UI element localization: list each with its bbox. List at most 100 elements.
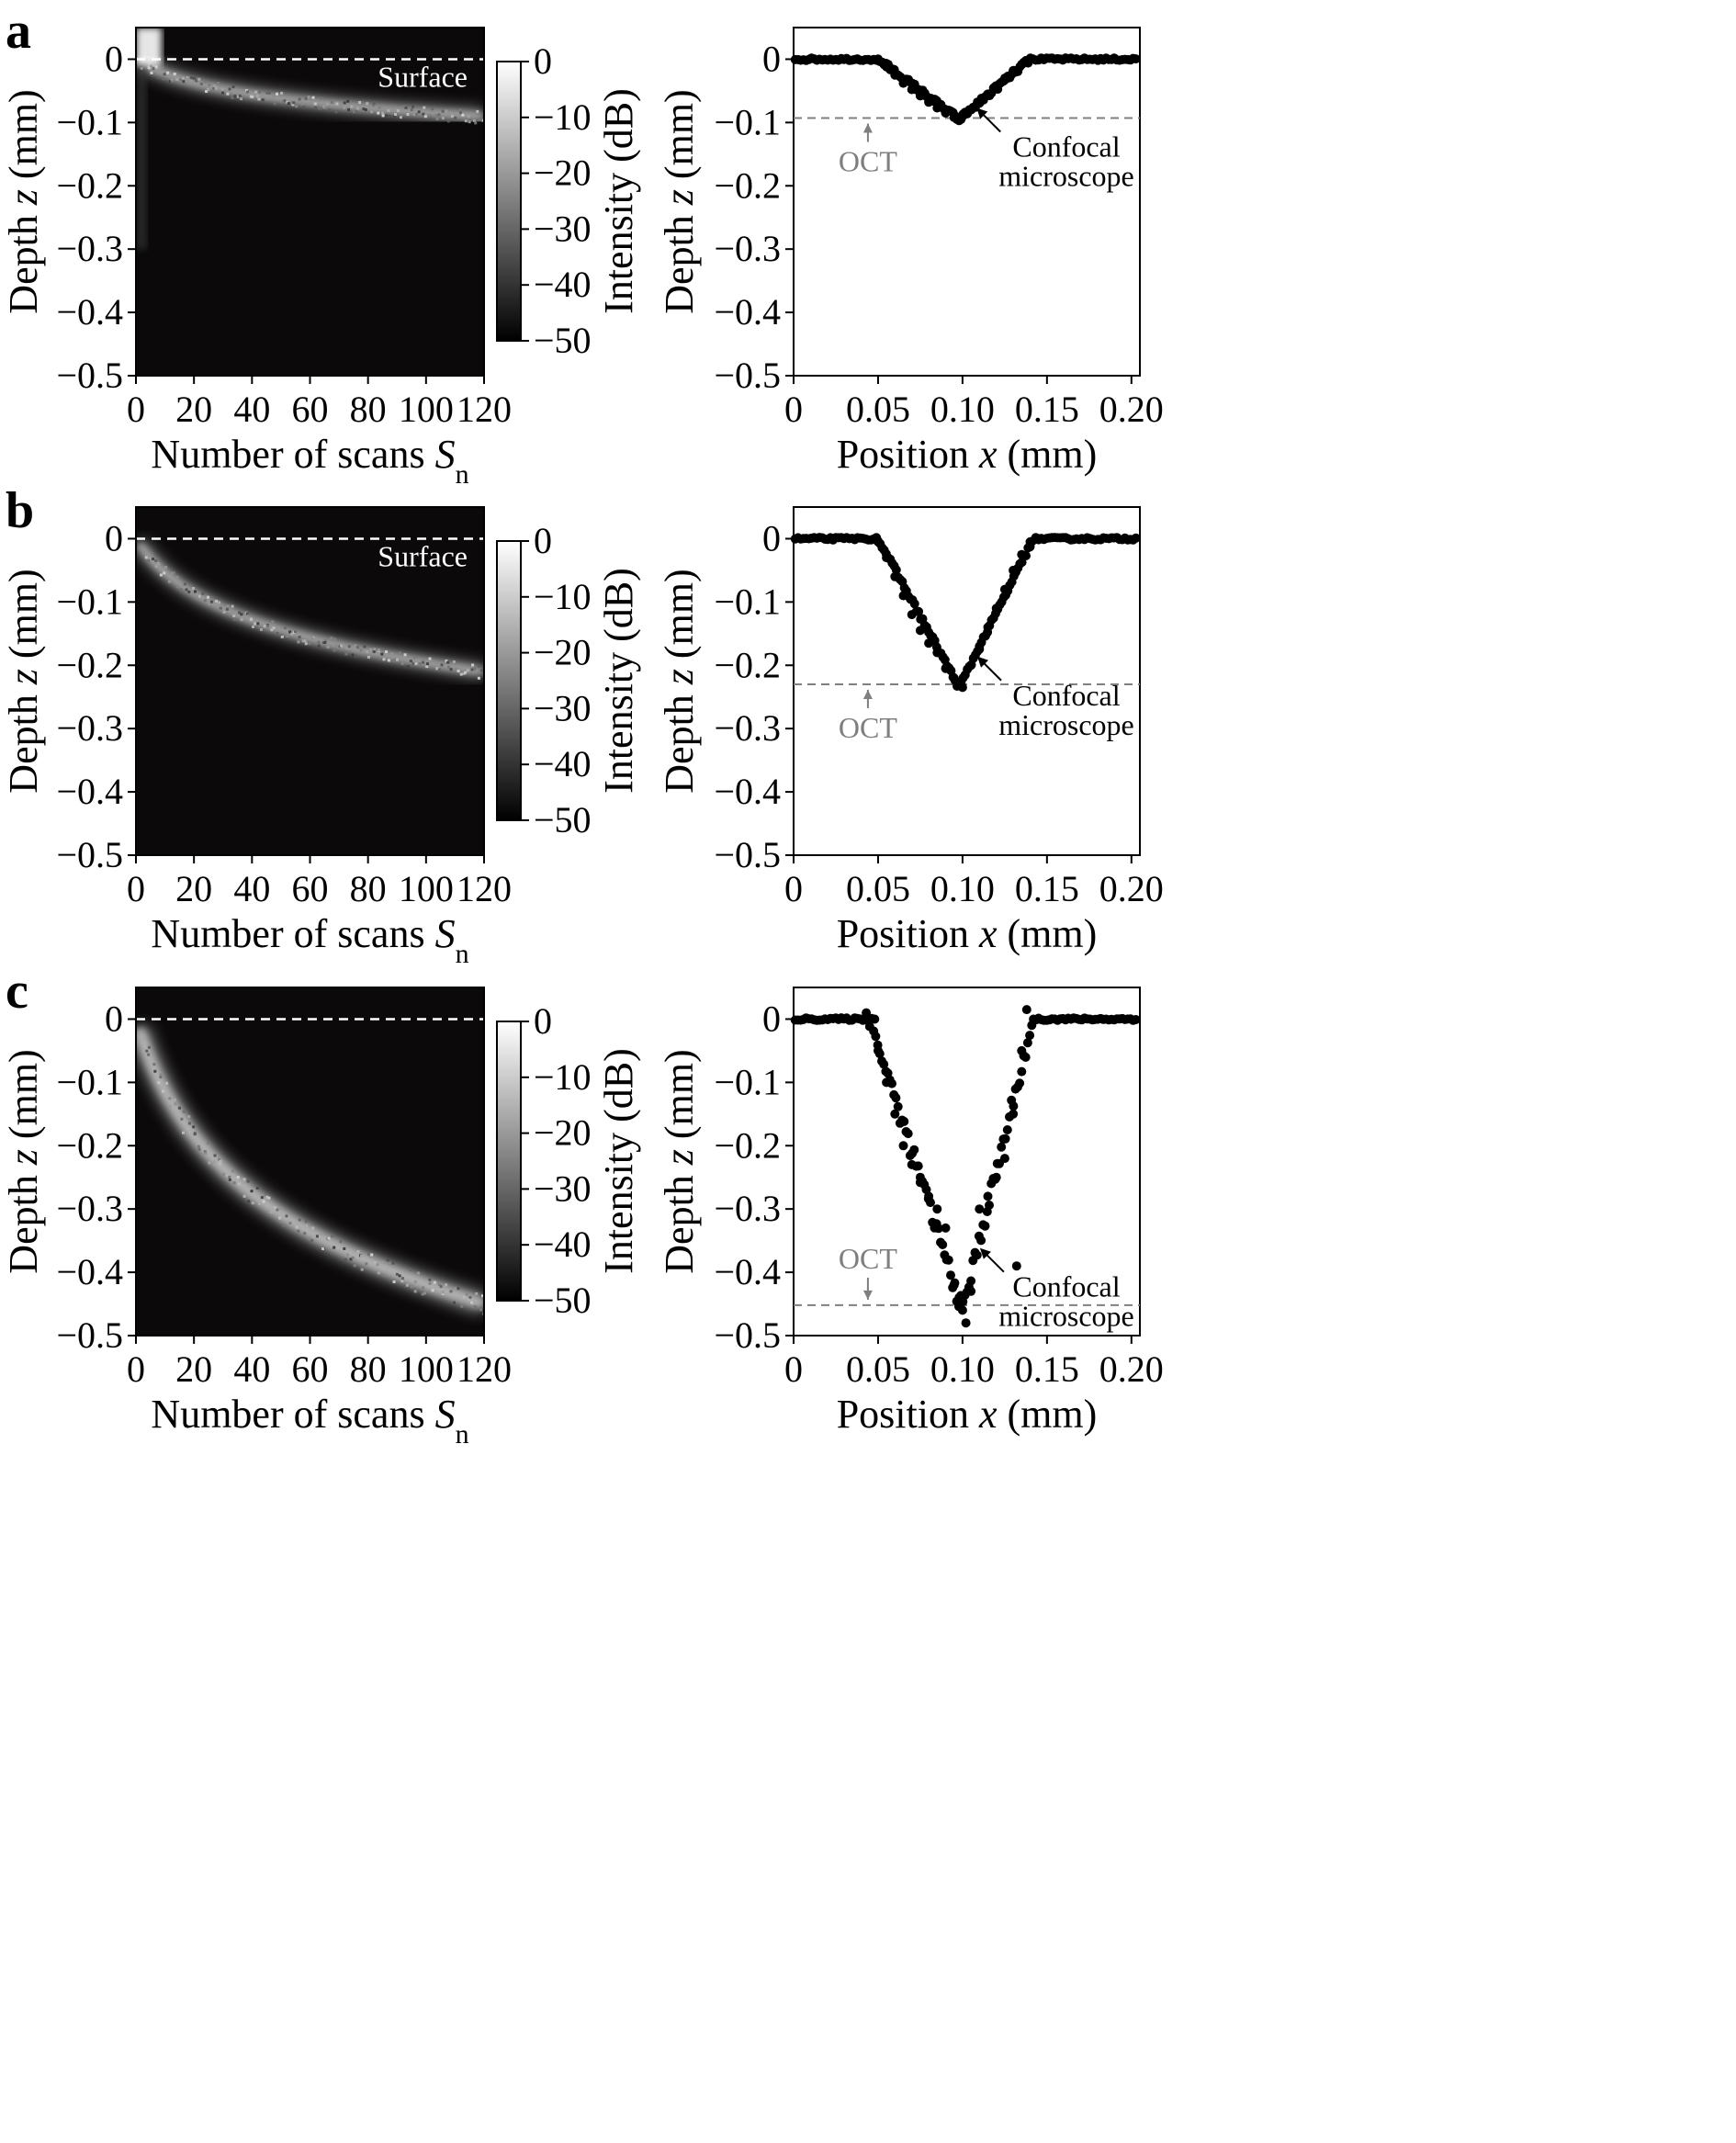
- heatmap-xlabel: Number of scans Sn: [151, 911, 468, 969]
- band-speckle: [447, 665, 451, 669]
- y-tick-label: −0.1: [714, 1061, 781, 1102]
- band-speckle: [265, 1193, 268, 1197]
- profile-point: [946, 1270, 955, 1280]
- y-tick-label: 0: [762, 38, 781, 79]
- band-speckle: [459, 111, 462, 115]
- profile-point: [898, 1141, 908, 1151]
- band-speckle: [259, 627, 263, 631]
- band-speckle: [182, 1131, 185, 1134]
- band-speckle: [414, 662, 418, 665]
- band-speckle: [392, 1280, 396, 1283]
- band-speckle: [340, 644, 344, 648]
- band-speckle: [318, 107, 321, 110]
- band-speckle: [313, 102, 317, 106]
- band-speckle: [413, 1280, 417, 1283]
- profile-point: [915, 626, 925, 636]
- band-speckle: [157, 1081, 161, 1085]
- band-speckle: [186, 75, 189, 79]
- band-speckle: [165, 1081, 169, 1085]
- band-speckle: [437, 668, 441, 671]
- band-speckle: [303, 1232, 307, 1235]
- x-tick-label: 120: [457, 868, 512, 909]
- band-speckle: [366, 650, 369, 654]
- band-speckle: [445, 660, 448, 662]
- band-speckle: [175, 576, 179, 580]
- band-speckle: [215, 600, 219, 603]
- colorbar-tick-label: 0: [534, 40, 552, 82]
- band-speckle: [394, 113, 397, 116]
- heatmap-band: [136, 539, 484, 680]
- band-speckle: [218, 1157, 220, 1161]
- colorbar-tick-label: −40: [534, 1224, 592, 1265]
- band-speckle: [266, 97, 269, 100]
- x-tick-label: 100: [399, 389, 454, 430]
- band-speckle: [258, 90, 262, 94]
- band-speckle: [152, 1063, 156, 1066]
- band-speckle: [320, 96, 322, 100]
- band-speckle: [324, 639, 327, 643]
- profile-point: [980, 1221, 990, 1231]
- band-speckle: [311, 1226, 315, 1230]
- band-speckle: [154, 65, 158, 69]
- profile-frame: [793, 27, 1141, 377]
- y-tick-label: −0.3: [714, 228, 781, 269]
- band-speckle: [179, 78, 183, 82]
- band-speckle: [308, 642, 311, 646]
- profile-point: [957, 1305, 967, 1315]
- profile-point: [1131, 533, 1141, 543]
- band-speckle: [472, 118, 476, 122]
- band-speckle: [405, 1283, 409, 1287]
- x-tick-label: 0: [784, 389, 803, 430]
- band-speckle: [462, 1295, 466, 1299]
- heatmap-ylabel: Depth z (mm): [1, 1049, 46, 1273]
- band-speckle: [184, 582, 187, 586]
- profile-point: [874, 54, 883, 64]
- band-speckle: [356, 646, 360, 649]
- band-speckle: [301, 639, 305, 643]
- band-speckle: [470, 668, 474, 671]
- band-speckle: [276, 632, 279, 636]
- band-speckle: [431, 660, 434, 662]
- y-tick-label: −0.1: [56, 101, 123, 142]
- band-speckle: [440, 663, 444, 667]
- band-speckle: [467, 669, 469, 672]
- x-tick-label: 0.20: [1099, 1348, 1164, 1390]
- y-tick-label: −0.1: [714, 581, 781, 622]
- profile-point: [871, 1032, 881, 1042]
- heatmap-xlabel: Number of scans Sn: [151, 1392, 468, 1449]
- band-speckle: [403, 653, 407, 657]
- band-speckle: [343, 1246, 346, 1250]
- band-speckle: [247, 1200, 251, 1203]
- y-tick-label: −0.5: [56, 1314, 123, 1356]
- band-speckle: [390, 652, 394, 656]
- band-speckle: [372, 649, 376, 653]
- band-speckle: [280, 92, 284, 95]
- band-speckle: [377, 1271, 380, 1275]
- band-speckle: [236, 1176, 240, 1179]
- band-speckle: [400, 661, 404, 665]
- band-speckle: [400, 116, 402, 119]
- confocal-label: microscope: [998, 1300, 1134, 1333]
- panel-a: a Surface 0 20 40 60 80 100 120 0 −0.1 −0.2 −0.3 −0.4…: [1, 3, 1164, 490]
- band-speckle: [398, 1274, 401, 1278]
- band-speckle: [159, 1076, 163, 1079]
- panel-letter-c: c: [6, 963, 28, 1020]
- band-speckle: [245, 89, 248, 92]
- profile-point: [941, 663, 951, 673]
- band-speckle: [474, 1305, 478, 1309]
- band-speckle: [298, 636, 301, 638]
- band-speckle: [290, 632, 294, 636]
- confocal-label: Confocal: [1012, 1270, 1120, 1303]
- band-speckle: [180, 1117, 184, 1121]
- profile-point: [976, 1235, 986, 1246]
- band-speckle: [417, 110, 421, 114]
- band-speckle: [303, 639, 307, 643]
- y-tick-label: −0.2: [714, 164, 781, 206]
- band-speckle: [317, 640, 321, 644]
- y-tick-label: −0.3: [714, 1188, 781, 1229]
- band-speckle: [388, 1262, 391, 1266]
- band-speckle: [285, 1214, 288, 1218]
- profile-point: [1131, 1015, 1141, 1024]
- band-speckle: [364, 108, 367, 111]
